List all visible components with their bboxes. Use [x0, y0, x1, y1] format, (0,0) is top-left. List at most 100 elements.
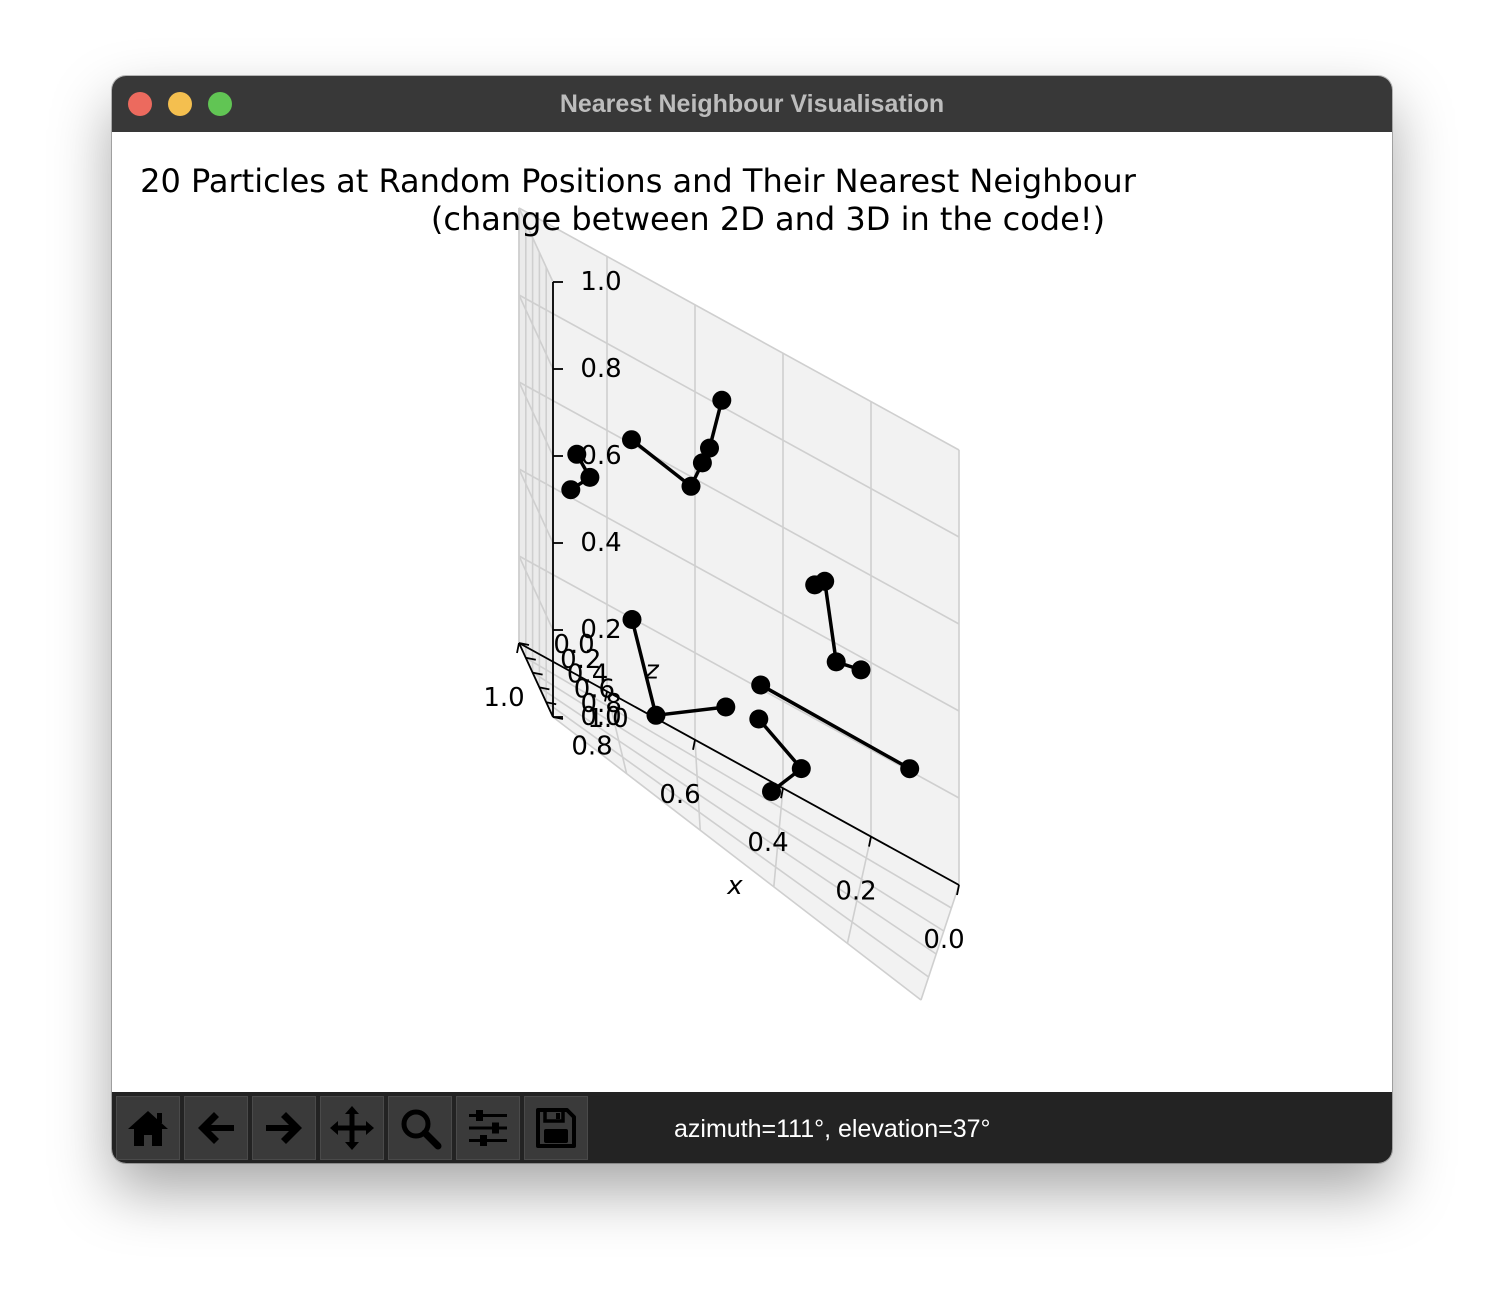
title-bar: Nearest Neighbour Visualisation [112, 76, 1392, 133]
navigation-toolbar: azimuth=111°, elevation=37° [112, 1092, 1392, 1163]
figure-title-line2: (change between 2D and 3D in the code!) [431, 200, 1105, 238]
grid-wall-x0-z [518, 381, 554, 457]
plot-svg[interactable]: 1.00.80.60.40.20.01.00.80.60.40.20.00.00… [112, 132, 1392, 1092]
particle-point [851, 660, 871, 680]
particle-point [762, 782, 781, 801]
neighbour-link [630, 438, 693, 488]
x-axis-line [518, 642, 960, 886]
particle-point [692, 453, 712, 473]
magnifier-icon [401, 1109, 442, 1150]
grid-floor-y [552, 716, 922, 1001]
particle-point [681, 476, 701, 496]
particle-point [646, 705, 666, 725]
grid-wall-y1-z [518, 468, 960, 712]
vertical-tick-label: 0.6 [580, 441, 621, 471]
z-tick-mark [518, 642, 530, 646]
arrow-right-icon [266, 1112, 302, 1144]
grid-wall-x0-z [518, 555, 554, 631]
particle-point [900, 759, 920, 779]
pan-button[interactable] [320, 1096, 384, 1160]
particle-point [751, 675, 771, 695]
grid-floor-x [846, 836, 872, 944]
z-tick-label: 0.6 [574, 674, 615, 704]
figure-title-line1: 20 Particles at Random Positions and The… [140, 162, 1137, 200]
x-tick-mark [516, 642, 520, 654]
particle-point [791, 759, 811, 779]
grid-wall-x0-z [518, 468, 554, 544]
x-tick-label: 0.0 [923, 925, 964, 955]
home-button[interactable] [116, 1096, 180, 1160]
z-depth-axis-line [518, 642, 554, 718]
vertical-tick-label: 0.4 [580, 528, 621, 558]
z-tick-label: 0.8 [581, 689, 622, 719]
z-tick-mark [539, 686, 550, 691]
save-button[interactable] [524, 1096, 588, 1160]
grid-floor-x [773, 788, 784, 887]
vertical-tick-label: 1.0 [580, 267, 621, 297]
neighbour-link [757, 717, 803, 770]
forward-button[interactable] [252, 1096, 316, 1160]
particle-point [805, 575, 825, 595]
floppy-disk-icon [536, 1108, 576, 1148]
particle-point [826, 652, 846, 672]
grid-wall-x0-z [518, 294, 554, 370]
x-tick-label: 1.0 [483, 683, 524, 713]
particle-point [580, 467, 600, 487]
grid-floor-x [920, 884, 960, 1001]
x-tick-mark [604, 691, 608, 702]
z-tick-label: 0.0 [553, 630, 594, 660]
grid-floor-y [545, 701, 930, 978]
grid-wall-x0-z [518, 207, 554, 283]
minimize-window-button[interactable] [168, 92, 192, 116]
x-tick-mark [956, 884, 960, 896]
grid-floor-y [538, 686, 937, 955]
close-window-button[interactable] [128, 92, 152, 116]
particle-point [749, 709, 769, 729]
x-tick-mark [868, 836, 872, 847]
grid-wall-y1-z [518, 381, 960, 625]
grid-wall-y1-z [518, 294, 960, 538]
x-tick-label: 0.8 [571, 731, 612, 761]
zoom-button[interactable] [388, 1096, 452, 1160]
x-tick-mark [780, 788, 784, 799]
window-title: Nearest Neighbour Visualisation [559, 90, 945, 118]
particle-point [561, 480, 581, 500]
view-status-text: azimuth=111°, elevation=37° [674, 1115, 991, 1143]
z-tick-label: 0.4 [567, 660, 608, 690]
particle-point [712, 390, 732, 410]
vertical-tick-label: 0.0 [580, 702, 621, 732]
particles [561, 390, 920, 801]
x-tick-label: 0.6 [659, 780, 700, 810]
particle-point [622, 610, 642, 629]
z-tick-label: 0.2 [560, 645, 601, 675]
back-right-pane [518, 207, 554, 718]
z-tick-label: 1.0 [587, 704, 628, 734]
x-tick-label: 0.2 [835, 877, 876, 907]
grid-floor-x [694, 739, 701, 831]
particle-point [700, 438, 719, 458]
back-button[interactable] [184, 1096, 248, 1160]
sliders-icon [469, 1110, 507, 1146]
particle-point [622, 430, 641, 450]
z-tick-mark [532, 671, 543, 676]
x-axis-label: x [726, 871, 743, 901]
neighbour-link [823, 581, 838, 663]
figure-canvas[interactable]: 1.0 0.8 0.6 0.4 0.2 0.0 1.0 0.8 0.6 0.4 0.2 0.0 0.0 0… [112, 132, 1392, 1092]
particle-point [716, 697, 736, 717]
vertical-tick-label: 0.8 [580, 354, 621, 384]
axis-ticks: 1.00.80.60.40.20.01.00.80.60.40.20.00.00… [483, 267, 964, 955]
neighbour-link [759, 683, 911, 771]
home-icon [128, 1111, 168, 1146]
zoom-window-button[interactable] [208, 92, 232, 116]
neighbour-link [655, 705, 727, 718]
neighbour-link [630, 619, 658, 716]
particle-point [567, 444, 587, 464]
configure-subplots-button[interactable] [456, 1096, 520, 1160]
x-tick-label: 0.4 [747, 828, 788, 858]
x-tick-mark [692, 739, 696, 750]
app-window: Nearest Neighbour Visualisation 1.0 0.8 0.… [112, 76, 1392, 1163]
grid-floor-x [606, 691, 628, 774]
arrow-left-icon [198, 1112, 234, 1144]
axis-lines [518, 282, 960, 886]
grid-floor-y [525, 657, 952, 909]
